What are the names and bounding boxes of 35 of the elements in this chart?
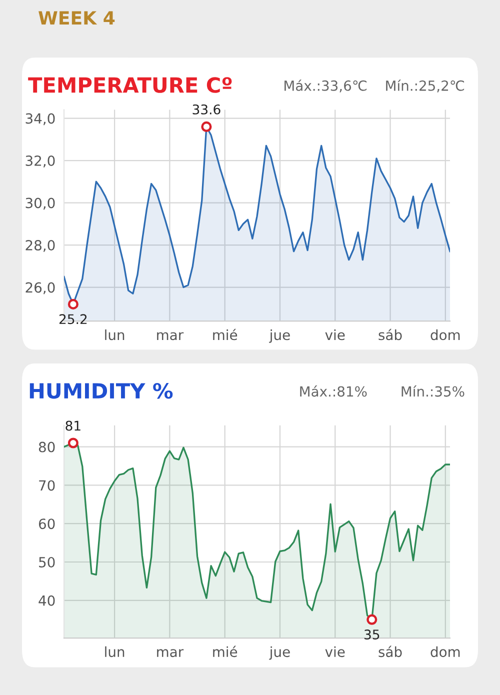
x-tick-label: mié	[213, 646, 238, 658]
annotation: 35	[364, 630, 380, 640]
y-tick-label: 80	[38, 442, 55, 452]
text: Mín.:35%	[402, 385, 464, 397]
y-tick-label: 60	[38, 518, 55, 530]
y-tick-label: 32,0	[26, 155, 55, 168]
x-tick-label: jue	[269, 329, 290, 343]
y-tick-label: 40	[38, 595, 55, 606]
chart-title: TEMPERATURE Cº	[28, 77, 232, 93]
annotation: 25.2	[59, 314, 87, 324]
x-tick-label: mar	[157, 332, 184, 340]
y-tick-label: 70	[39, 480, 55, 491]
x-tick-label: jue	[269, 646, 290, 660]
annotation: 33.6	[192, 104, 220, 114]
y-tick-label: 26,0	[26, 282, 55, 294]
x-tick-label: sáb	[378, 646, 402, 658]
text: Máx.:81%	[300, 385, 367, 397]
x-tick-label: mar	[157, 649, 184, 658]
x-tick-label: dom	[430, 646, 460, 658]
text: Máx.:33,6℃	[284, 80, 367, 92]
x-tick-label: sáb	[378, 328, 402, 340]
x-tick-label: dom	[430, 329, 460, 340]
x-tick-label: lun	[105, 329, 124, 340]
annotation: 81	[66, 420, 80, 431]
text: WEEK 4	[38, 11, 115, 24]
x-tick-label: vie	[325, 646, 345, 658]
text: Mín.:25,2℃	[386, 80, 464, 92]
x-tick-label: vie	[325, 329, 345, 340]
y-tick-label: 50	[39, 556, 55, 568]
x-tick-label: mié	[213, 328, 238, 340]
chart-title: HUMIDITY %	[30, 382, 173, 399]
y-tick-label: 34,0	[26, 113, 55, 126]
y-tick-label: 28,0	[26, 240, 55, 252]
x-tick-label: lun	[105, 646, 124, 658]
y-tick-label: 30,0	[26, 198, 55, 210]
